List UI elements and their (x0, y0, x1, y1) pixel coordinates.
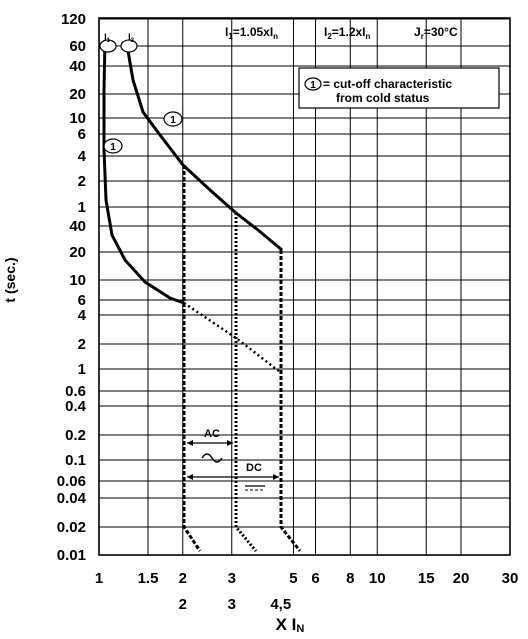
y-tick-label-minutes: 4 (78, 148, 87, 165)
y-tick-label-seconds: 0.6 (65, 383, 86, 400)
y-tick-label-minutes: 120 (61, 11, 86, 28)
cold-marker-lower (103, 138, 123, 154)
legend-line1: = cut-off characteristic (323, 77, 452, 91)
ac-symbol-icon (201, 453, 223, 463)
x-tick-label: 8 (346, 570, 354, 587)
y-tick-label-seconds: 0.4 (65, 398, 87, 415)
ac-limit-3 (234, 213, 258, 552)
y-tick-label-seconds: 0.06 (57, 473, 86, 490)
curve-markers: I1 I2 1 1 (99, 32, 183, 154)
plot-frame (98, 17, 511, 556)
y-tick-label-seconds: 0.1 (65, 452, 86, 469)
ac-label: AC (204, 428, 220, 440)
header-jr: Jr=30°C (414, 25, 458, 41)
y-tick-label-minutes: 2 (78, 173, 86, 190)
legend-marker (304, 77, 322, 91)
legend: 1 = cut-off characteristic from cold sta… (298, 67, 500, 109)
x-tick-label: 1 (95, 570, 103, 587)
dc-limit-4-5 (279, 250, 302, 552)
y-tick-label-minutes: 6 (78, 126, 86, 143)
x-axis-label: X IN (276, 615, 305, 635)
y-tick-label-seconds: 0.04 (57, 490, 87, 507)
y-axis-label: t (sec.) (2, 257, 18, 302)
x-tick-label: 20 (453, 570, 470, 587)
x-tick-label: 1.5 (138, 570, 159, 587)
y-tick-label-seconds: 2 (78, 336, 86, 353)
x-tick-label: 30 (502, 570, 519, 587)
x-tick-label: 3 (228, 570, 236, 587)
ac-dc-limit-2 (182, 165, 202, 552)
x-tick-label: 10 (369, 570, 386, 587)
legend-line2: from cold status (336, 91, 430, 105)
x-tick-labels-lower: 2 3 4,5 (179, 596, 292, 613)
i1-marker-label: I1 (104, 32, 111, 44)
y-tick-label-minutes: 20 (69, 86, 86, 103)
y-tick-labels: 12060402010642140201064210.60.40.20.10.0… (57, 11, 87, 564)
i2-marker (120, 39, 138, 53)
y-tick-label-seconds: 20 (69, 244, 86, 261)
y-tick-label-seconds: 1 (78, 361, 86, 378)
x-tick-label: 2 (179, 570, 187, 587)
ac-dc-annotations: AC DC (187, 428, 279, 491)
x-tick-label: 15 (418, 570, 435, 587)
y-tick-label-seconds: 10 (69, 272, 86, 289)
y-tick-label-seconds: 0.2 (65, 427, 86, 444)
y-tick-label-minutes: 60 (69, 38, 86, 55)
y-tick-label-seconds: 40 (69, 218, 86, 235)
horizontal-gridlines (99, 18, 510, 556)
y-tick-label-seconds: 4 (78, 307, 87, 324)
x-tick-label-lower: 4,5 (270, 596, 291, 613)
y-tick-label-minutes: 10 (69, 110, 86, 127)
cold-curve-lower (102, 39, 185, 305)
hot-curve-extension (183, 301, 281, 373)
x-tick-labels: 1 1.5 2 3 5 6 8 10 15 20 30 (95, 570, 519, 587)
cold-marker-upper (163, 111, 183, 127)
header-i2: I2=1.2xIn (324, 25, 371, 41)
y-tick-label-seconds: 0.02 (57, 519, 86, 536)
x-tick-label-lower: 3 (228, 596, 236, 613)
cold-curve-upper (125, 44, 283, 252)
header-conditions: I1=1.05xIn I2=1.2xIn Jr=30°C (225, 25, 458, 41)
cold-marker-upper-label: 1 (170, 115, 176, 126)
header-i1: I1=1.05xIn (225, 25, 278, 41)
x-tick-label-lower: 2 (179, 596, 187, 613)
y-tick-label-minutes: 40 (69, 58, 86, 75)
y-tick-label-minutes: 1 (78, 199, 86, 216)
cold-marker-lower-label: 1 (110, 142, 116, 153)
y-tick-label-seconds: 0.01 (57, 547, 86, 564)
y-tick-label-seconds: 6 (78, 292, 86, 309)
i1-marker (99, 39, 117, 53)
dc-label: DC (246, 462, 262, 474)
trip-curves (102, 39, 302, 552)
legend-marker-label: 1 (310, 80, 316, 91)
i2-marker-label: I2 (128, 32, 135, 44)
legend-box (298, 67, 500, 109)
x-tick-label: 6 (311, 570, 319, 587)
x-tick-label: 5 (289, 570, 297, 587)
